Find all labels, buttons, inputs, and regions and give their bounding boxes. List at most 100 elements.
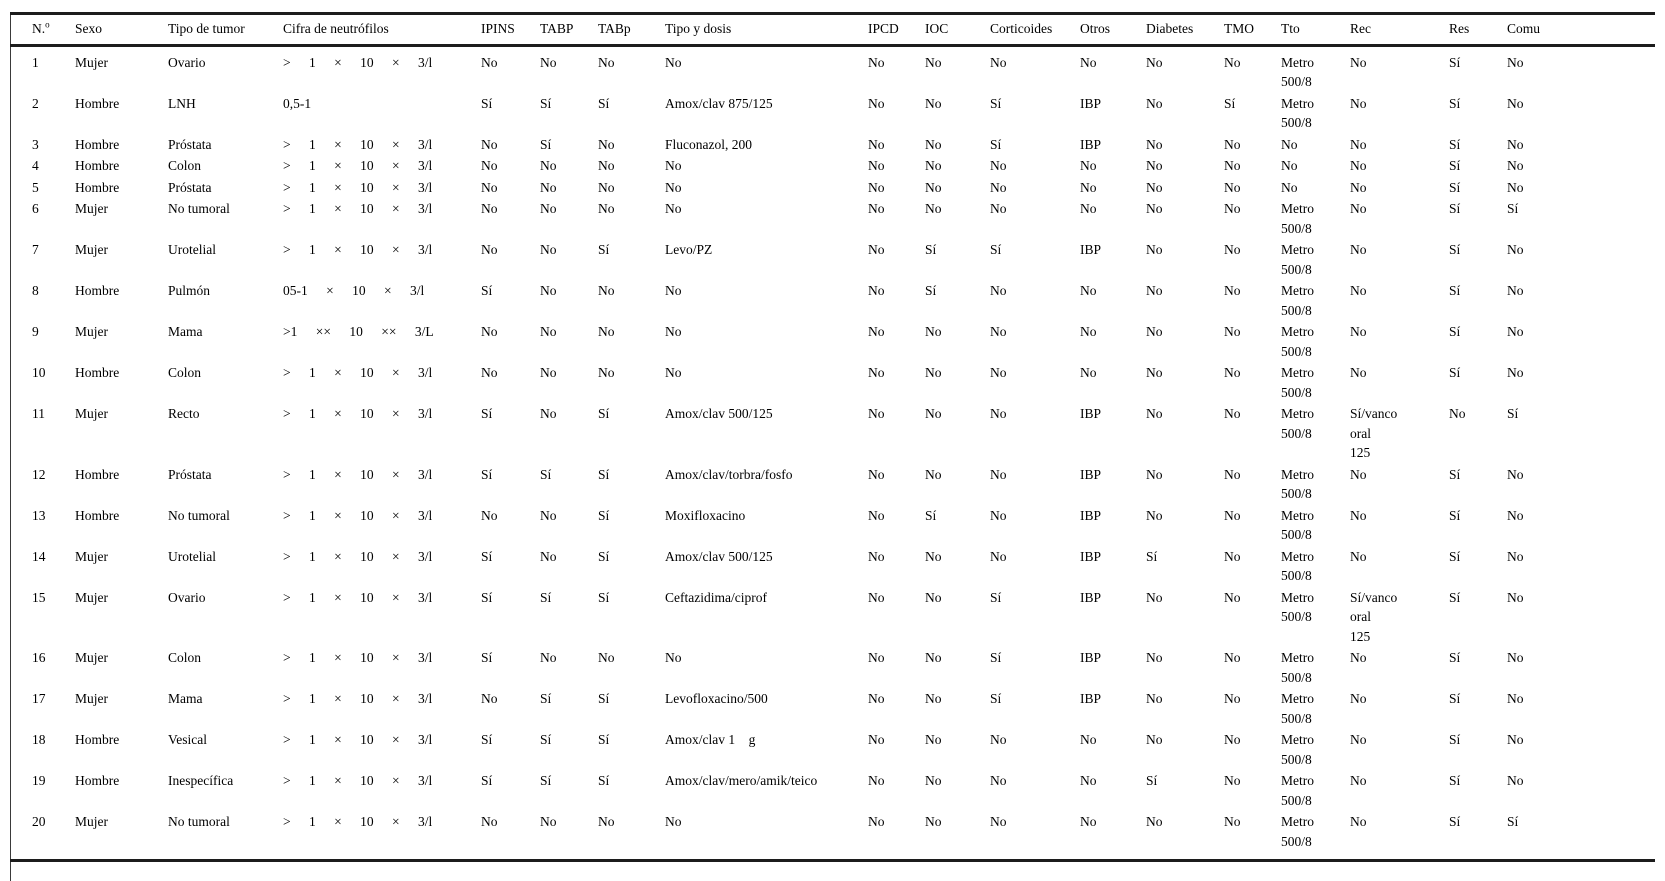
cell: IBP bbox=[1080, 589, 1102, 605]
cell: Metro 500/8 bbox=[1281, 95, 1314, 131]
cell: No bbox=[1507, 650, 1524, 665]
cell: Sí bbox=[540, 136, 552, 152]
cell: No bbox=[990, 324, 1007, 339]
cell: Amox/clav 1 g bbox=[665, 732, 756, 747]
cell: No bbox=[925, 95, 942, 111]
cell: No bbox=[598, 650, 615, 665]
cell: No bbox=[868, 201, 885, 216]
cell: Amox/clav 500/125 bbox=[665, 406, 773, 421]
cell: No bbox=[1350, 814, 1367, 829]
cell: Urotelial bbox=[168, 548, 216, 564]
column-header: Otros bbox=[1080, 21, 1110, 36]
cell: No bbox=[1146, 242, 1163, 257]
cell: Sí bbox=[1146, 548, 1158, 564]
cell: No bbox=[1224, 650, 1241, 665]
cell: Recto bbox=[168, 406, 200, 421]
cell: No bbox=[1281, 179, 1298, 195]
cell: 17 bbox=[32, 691, 46, 706]
cell: Hombre bbox=[75, 136, 120, 152]
table-row: 4 Hombre Colon > 1 × 10 × 3/l No No No No No No No… bbox=[10, 155, 1655, 177]
cell: Ovario bbox=[168, 54, 206, 70]
cell: No bbox=[1507, 589, 1524, 605]
cell: No bbox=[1146, 283, 1163, 298]
cell: Hombre bbox=[75, 158, 120, 173]
cell: 10 bbox=[32, 365, 46, 380]
cell: Metro 500/8 bbox=[1281, 324, 1314, 359]
cell: > 1 × 10 × 3/l bbox=[283, 732, 433, 747]
cell: No bbox=[925, 136, 942, 152]
cell: No tumoral bbox=[168, 201, 230, 216]
cell: No bbox=[598, 179, 615, 195]
column-header: Tto bbox=[1281, 21, 1300, 36]
cell: No bbox=[1146, 158, 1163, 173]
cell: Sí bbox=[598, 548, 610, 564]
cell: No bbox=[1146, 691, 1163, 706]
cell: No bbox=[925, 406, 942, 421]
cell: No bbox=[1080, 158, 1097, 173]
cell: Sí bbox=[1449, 158, 1461, 173]
cell: No bbox=[1507, 507, 1524, 523]
cell: Sí bbox=[1507, 814, 1519, 829]
cell: Ceftazidima/ciprof bbox=[665, 589, 767, 605]
cell: Sí bbox=[598, 773, 610, 788]
cell: > 1 × 10 × 3/l bbox=[283, 773, 433, 788]
cell: Sí bbox=[598, 691, 610, 706]
cell: Urotelial bbox=[168, 242, 216, 257]
cell: No bbox=[1080, 283, 1097, 298]
cell: Metro 500/8 bbox=[1281, 773, 1314, 808]
cell: No bbox=[868, 691, 885, 706]
cell: Sí bbox=[598, 466, 610, 482]
cell: No bbox=[1146, 466, 1163, 482]
cell: Sí bbox=[540, 691, 552, 706]
cell: 0,5-1 bbox=[283, 95, 312, 111]
cell: Moxifloxacino bbox=[665, 507, 746, 523]
cell: No bbox=[598, 54, 615, 70]
cell: No bbox=[1224, 283, 1241, 298]
cell: Mama bbox=[168, 691, 203, 706]
cell: Sí bbox=[990, 95, 1002, 111]
cell: Sí bbox=[1146, 773, 1158, 788]
cell: No bbox=[481, 54, 498, 70]
column-header: Comu bbox=[1507, 21, 1541, 36]
column-header: TMO bbox=[1224, 21, 1254, 36]
cell: Sí bbox=[925, 507, 937, 523]
cell: No bbox=[1507, 324, 1524, 339]
cell: Hombre bbox=[75, 95, 120, 111]
cell: Sí bbox=[481, 95, 493, 111]
cell: No bbox=[990, 283, 1007, 298]
cell: Sí bbox=[540, 95, 552, 111]
cell: > 1 × 10 × 3/l bbox=[283, 548, 433, 564]
column-header: N.o bbox=[32, 19, 50, 36]
table-row: 19 Hombre Inespecífica > 1 × 10 × 3/l Sí Sí Sí… bbox=[10, 770, 1655, 811]
cell: 19 bbox=[32, 773, 46, 788]
cell: No bbox=[1350, 324, 1367, 339]
cell: Pulmón bbox=[168, 283, 211, 298]
cell: Sí bbox=[990, 650, 1002, 665]
cell: No bbox=[540, 650, 557, 665]
cell: No bbox=[925, 691, 942, 706]
cell: 16 bbox=[32, 650, 46, 665]
cell: No bbox=[598, 814, 615, 829]
cell: No bbox=[868, 466, 885, 482]
cell: No bbox=[990, 507, 1007, 523]
cell: No bbox=[868, 589, 885, 605]
cell: Amox/clav/mero/amik/teico bbox=[665, 773, 818, 788]
cell: Próstata bbox=[168, 136, 212, 152]
cell: Ovario bbox=[168, 589, 206, 605]
cell: No bbox=[1224, 466, 1241, 482]
cell: Fluconazol, 200 bbox=[665, 136, 752, 152]
cell: IBP bbox=[1080, 691, 1102, 706]
cell: Sí bbox=[1507, 201, 1519, 216]
cell: Metro 500/8 bbox=[1281, 548, 1314, 584]
cell: No bbox=[481, 324, 498, 339]
cell: No bbox=[925, 365, 942, 380]
cell: No bbox=[540, 54, 557, 70]
cell: Sí bbox=[1224, 95, 1236, 111]
cell: No bbox=[540, 324, 557, 339]
cell: No bbox=[540, 201, 557, 216]
cell: No bbox=[1224, 179, 1241, 195]
cell: No bbox=[1224, 136, 1241, 152]
cell: Sí bbox=[1449, 242, 1461, 257]
cell: No bbox=[1507, 773, 1524, 788]
cell: No bbox=[598, 158, 615, 173]
